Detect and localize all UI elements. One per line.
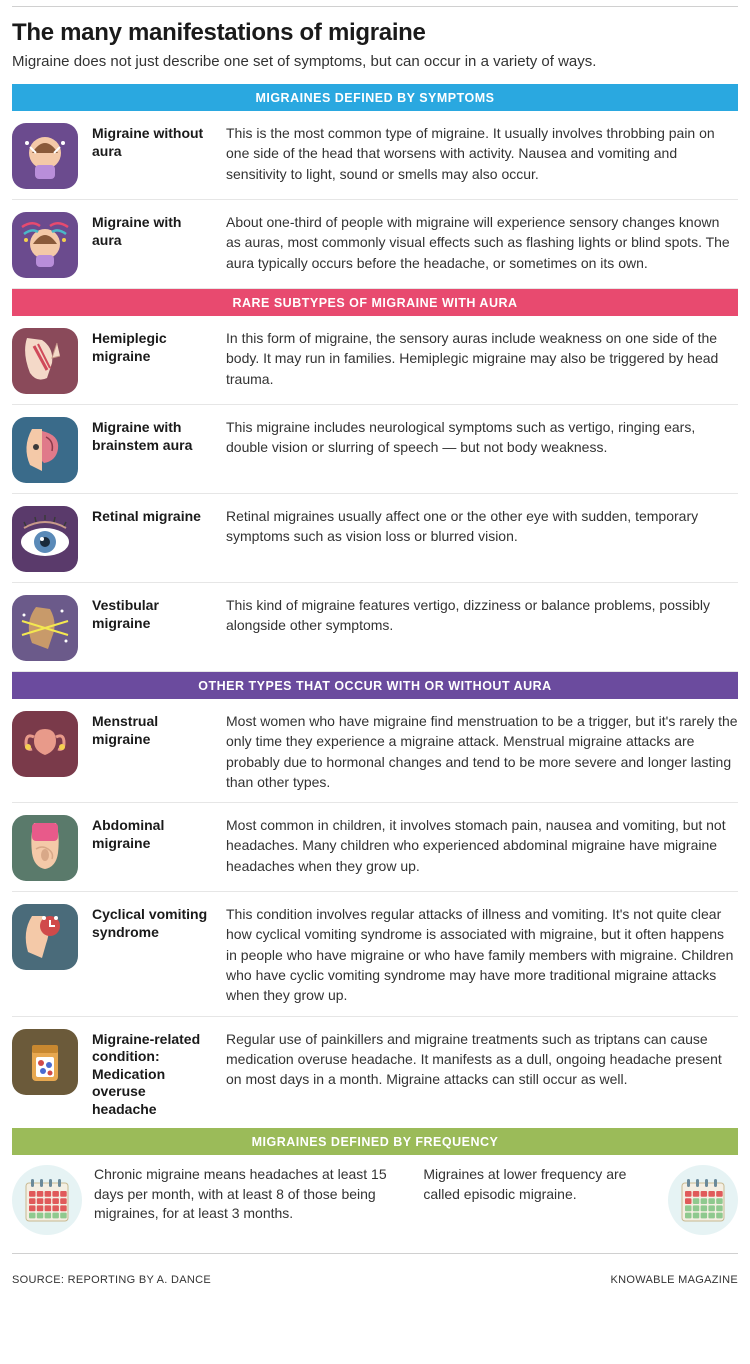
migraine-type-label: Retinal migraine — [92, 504, 212, 526]
migraine-type-desc: Retinal migraines usually affect one or … — [226, 504, 738, 547]
migraine-type-row: Migraine-related condition: Medication o… — [12, 1017, 738, 1129]
section-header-frequency: MIGRAINES DEFINED BY FREQUENCY — [12, 1128, 738, 1155]
page-title: The many manifestations of migraine — [12, 19, 738, 47]
migraine-type-row: Migraine with brainstem aura This migrai… — [12, 405, 738, 494]
migraine-type-row: Vestibular migraine This kind of migrain… — [12, 583, 738, 672]
migraine-type-label: Migraine with aura — [92, 210, 212, 249]
migraine-type-row: Retinal migraine Retinal migraines usual… — [12, 494, 738, 583]
calendar-chronic-icon — [12, 1165, 82, 1235]
section-header: RARE SUBTYPES OF MIGRAINE WITH AURA — [12, 289, 738, 316]
frequency-block: Chronic migraine means headaches at leas… — [12, 1155, 738, 1247]
frequency-chronic-text: Chronic migraine means headaches at leas… — [94, 1165, 405, 1224]
brainstem-icon — [12, 417, 78, 483]
migraine-type-label: Hemiplegic migraine — [92, 326, 212, 365]
migraine-type-label: Vestibular migraine — [92, 593, 212, 632]
migraine-type-desc: This migraine includes neurological symp… — [226, 415, 738, 458]
section-header: OTHER TYPES THAT OCCUR WITH OR WITHOUT A… — [12, 672, 738, 699]
migraine-type-row: Menstrual migraine Most women who have m… — [12, 699, 738, 803]
migraine-type-desc: This is the most common type of migraine… — [226, 121, 738, 184]
cyclic-icon — [12, 904, 78, 970]
migraine-type-label: Migraine without aura — [92, 121, 212, 160]
migraine-type-row: Cyclical vomiting syndrome This conditio… — [12, 892, 738, 1016]
migraine-type-desc: Most women who have migraine find menstr… — [226, 709, 738, 792]
bottom-divider — [12, 1253, 738, 1254]
migraine-type-desc: Most common in children, it involves sto… — [226, 813, 738, 876]
migraine-type-desc: About one-third of people with migraine … — [226, 210, 738, 273]
footer-source: SOURCE: REPORTING BY A. DANCE — [12, 1274, 211, 1286]
vestibular-icon — [12, 595, 78, 661]
pills-icon — [12, 1029, 78, 1095]
migraine-type-row: Hemiplegic migraine In this form of migr… — [12, 316, 738, 405]
migraine-type-row: Abdominal migraine Most common in childr… — [12, 803, 738, 892]
footer-credit: KNOWABLE MAGAZINE — [610, 1274, 738, 1286]
migraine-type-label: Abdominal migraine — [92, 813, 212, 852]
migraine-type-desc: In this form of migraine, the sensory au… — [226, 326, 738, 389]
migraine-type-desc: Regular use of painkillers and migraine … — [226, 1027, 738, 1090]
migraine-type-row: Migraine with aura About one-third of pe… — [12, 200, 738, 289]
migraine-type-desc: This condition involves regular attacks … — [226, 902, 738, 1005]
frequency-chronic: Chronic migraine means headaches at leas… — [12, 1165, 405, 1235]
migraine-type-label: Cyclical vomiting syndrome — [92, 902, 212, 941]
head-pain-icon — [12, 123, 78, 189]
frequency-episodic-text: Migraines at lower frequency are called … — [423, 1165, 656, 1204]
top-divider — [12, 6, 738, 7]
migraine-type-label: Menstrual migraine — [92, 709, 212, 748]
calendar-episodic-icon — [668, 1165, 738, 1235]
page-subtitle: Migraine does not just describe one set … — [12, 53, 738, 70]
head-aura-icon — [12, 212, 78, 278]
migraine-type-label: Migraine with brainstem aura — [92, 415, 212, 454]
uterus-icon — [12, 711, 78, 777]
migraine-type-row: Migraine without aura This is the most c… — [12, 111, 738, 200]
abdomen-icon — [12, 815, 78, 881]
eye-icon — [12, 506, 78, 572]
arm-weak-icon — [12, 328, 78, 394]
migraine-type-label: Migraine-related condition: Medication o… — [92, 1027, 212, 1119]
footer: SOURCE: REPORTING BY A. DANCE KNOWABLE M… — [12, 1266, 738, 1300]
migraine-type-desc: This kind of migraine features vertigo, … — [226, 593, 738, 636]
section-header: MIGRAINES DEFINED BY SYMPTOMS — [12, 84, 738, 111]
frequency-episodic: Migraines at lower frequency are called … — [423, 1165, 738, 1235]
